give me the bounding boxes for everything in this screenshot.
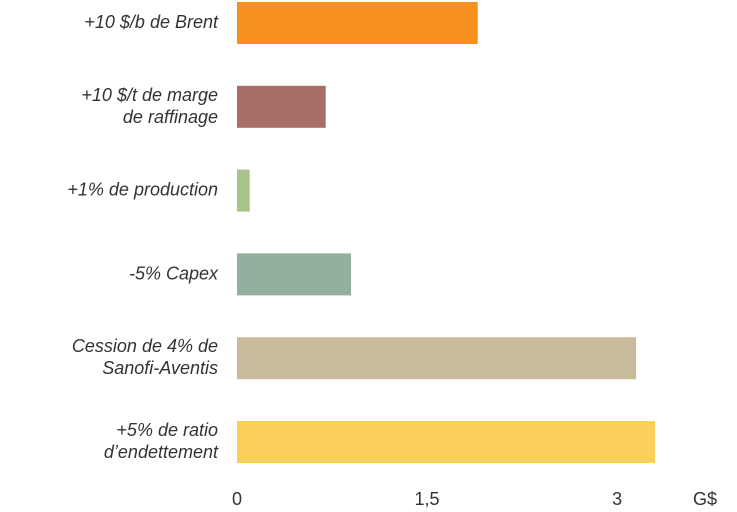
y-tick-label: -5% Capex [129,263,219,283]
y-tick-label: +10 $/b de Brent [84,12,219,32]
bar [237,2,478,44]
bar [237,169,250,212]
y-tick-label: +5% de ratio d’endettement [104,420,219,462]
y-tick-label: Cession de 4% de Sanofi-Aventis [72,336,218,378]
bar [237,253,352,296]
x-tick-label: 0 [232,489,242,509]
x-axis-label: G$ [693,489,717,509]
bar [237,85,326,128]
bar [237,337,637,380]
bar [237,421,656,463]
x-tick-label: 1,5 [415,489,440,509]
y-tick-label: +1% de production [67,179,218,199]
y-tick-label: +10 $/t de marge de raffinage [81,85,218,127]
x-tick-label: 3 [612,489,622,509]
